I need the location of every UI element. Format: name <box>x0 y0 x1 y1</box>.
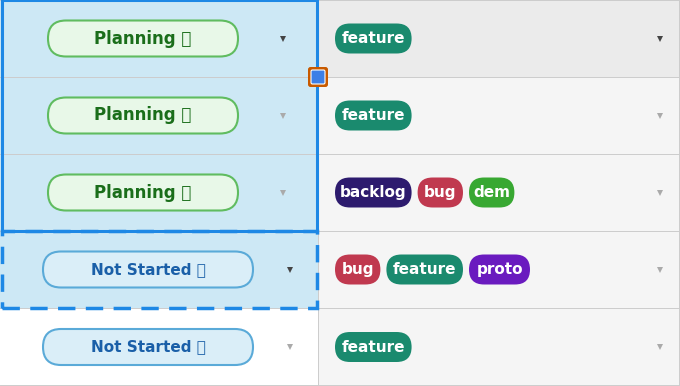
FancyBboxPatch shape <box>335 254 380 284</box>
FancyBboxPatch shape <box>418 178 463 208</box>
Text: backlog: backlog <box>340 185 407 200</box>
FancyBboxPatch shape <box>335 100 411 130</box>
FancyBboxPatch shape <box>469 254 530 284</box>
Bar <box>318 0 680 77</box>
Bar <box>0 77 318 154</box>
FancyBboxPatch shape <box>48 174 238 210</box>
Text: proto: proto <box>476 262 523 277</box>
Text: bug: bug <box>424 185 456 200</box>
Text: Planning 🗺: Planning 🗺 <box>95 107 192 125</box>
FancyBboxPatch shape <box>335 24 411 54</box>
Bar <box>0 308 318 386</box>
Bar <box>318 77 680 154</box>
Bar <box>318 231 680 308</box>
Text: Not Started 🕐: Not Started 🕐 <box>90 340 205 354</box>
Bar <box>0 231 318 308</box>
FancyBboxPatch shape <box>308 67 328 87</box>
FancyBboxPatch shape <box>48 20 238 56</box>
FancyBboxPatch shape <box>469 178 514 208</box>
Text: Planning 🗺: Planning 🗺 <box>95 29 192 47</box>
Bar <box>1 0 316 231</box>
FancyBboxPatch shape <box>43 252 253 288</box>
Bar <box>318 154 680 231</box>
FancyBboxPatch shape <box>43 329 253 365</box>
Bar <box>318 308 680 386</box>
FancyBboxPatch shape <box>335 178 411 208</box>
Text: feature: feature <box>341 31 405 46</box>
Text: feature: feature <box>393 262 456 277</box>
Text: feature: feature <box>341 108 405 123</box>
Text: bug: bug <box>341 262 374 277</box>
FancyBboxPatch shape <box>48 98 238 134</box>
FancyBboxPatch shape <box>335 332 411 362</box>
Text: Not Started 🕐: Not Started 🕐 <box>90 262 205 277</box>
Text: feature: feature <box>341 340 405 354</box>
Bar <box>0 154 318 231</box>
Text: Planning 🗺: Planning 🗺 <box>95 183 192 201</box>
FancyBboxPatch shape <box>386 254 463 284</box>
Bar <box>1 231 316 308</box>
Bar <box>0 0 318 77</box>
Text: dem: dem <box>473 185 510 200</box>
FancyBboxPatch shape <box>311 70 325 84</box>
